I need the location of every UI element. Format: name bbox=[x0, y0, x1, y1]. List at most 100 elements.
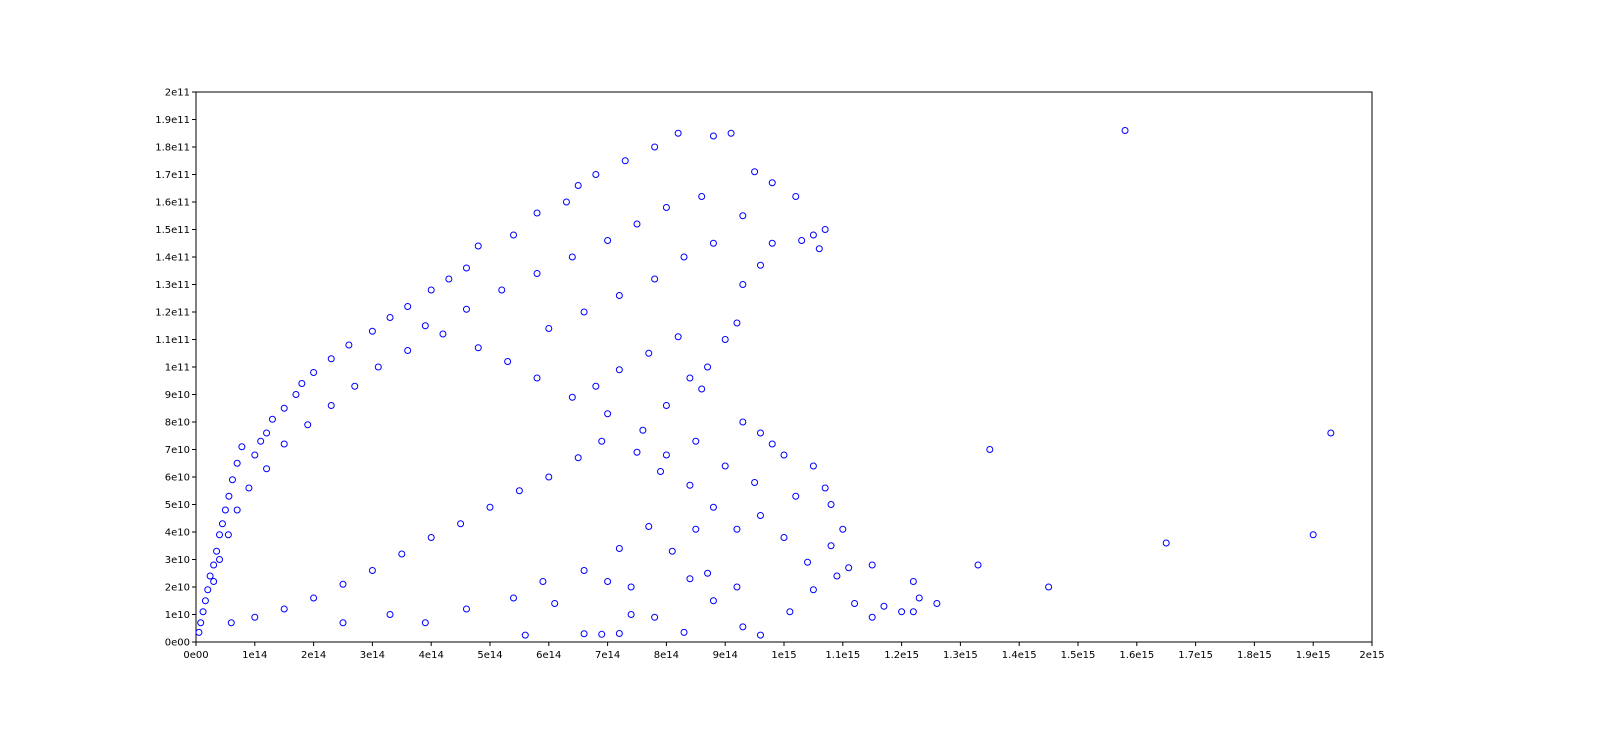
data-point bbox=[462, 305, 470, 313]
data-point bbox=[933, 600, 941, 607]
data-point bbox=[839, 525, 847, 533]
data-point bbox=[709, 132, 717, 140]
y-tick-label: 1e11 bbox=[165, 363, 190, 374]
data-point bbox=[521, 631, 529, 639]
data-point bbox=[733, 319, 741, 327]
y-tick-label: 2e10 bbox=[165, 583, 190, 594]
data-point bbox=[739, 418, 747, 426]
data-point bbox=[909, 578, 917, 585]
data-point bbox=[698, 385, 706, 393]
data-point bbox=[733, 525, 741, 533]
data-point bbox=[462, 605, 470, 613]
data-point bbox=[792, 492, 800, 500]
data-point bbox=[201, 597, 209, 605]
data-point bbox=[633, 220, 641, 228]
x-axis: 0e00 1e14 2e14 3e14 4e14 5e14 6e14 7e14 8e14 9e14… bbox=[183, 642, 1385, 661]
x-tick-label: 2e14 bbox=[301, 650, 326, 661]
data-point bbox=[721, 462, 729, 470]
data-point bbox=[498, 286, 506, 294]
data-point bbox=[686, 575, 694, 583]
x-tick-label: 1.3e15 bbox=[943, 650, 978, 661]
data-point bbox=[780, 451, 788, 459]
data-point bbox=[739, 212, 747, 220]
data-point bbox=[662, 402, 670, 409]
x-tick-label: 1.4e15 bbox=[1002, 650, 1037, 661]
data-point bbox=[680, 253, 688, 261]
data-point bbox=[339, 619, 347, 627]
data-point bbox=[474, 344, 482, 352]
data-point bbox=[633, 448, 641, 456]
data-point bbox=[345, 341, 353, 349]
data-point bbox=[551, 600, 559, 607]
data-point bbox=[225, 492, 233, 500]
data-point bbox=[604, 578, 612, 585]
data-point bbox=[562, 198, 570, 206]
data-point bbox=[821, 484, 829, 492]
data-point bbox=[627, 583, 635, 591]
data-point bbox=[739, 623, 747, 631]
data-point bbox=[368, 567, 376, 574]
data-point bbox=[268, 415, 276, 423]
plot-frame bbox=[195, 91, 1373, 643]
data-point bbox=[195, 628, 203, 636]
data-point bbox=[439, 330, 447, 338]
data-point bbox=[686, 481, 694, 489]
data-point bbox=[821, 226, 829, 233]
data-point bbox=[768, 239, 776, 247]
data-point bbox=[709, 503, 717, 511]
data-point bbox=[504, 358, 512, 365]
data-point bbox=[398, 550, 406, 558]
data-point bbox=[327, 355, 335, 363]
data-point bbox=[251, 451, 259, 459]
data-point bbox=[651, 143, 659, 151]
data-point bbox=[792, 193, 800, 200]
data-point bbox=[221, 506, 229, 514]
data-point bbox=[292, 391, 300, 398]
y-tick-label: 1.6e11 bbox=[155, 198, 190, 209]
y-tick-label: 7e10 bbox=[165, 445, 190, 456]
data-point bbox=[280, 605, 288, 613]
data-point bbox=[709, 239, 717, 247]
data-point bbox=[751, 479, 759, 486]
data-point bbox=[386, 314, 394, 321]
data-point bbox=[545, 473, 553, 481]
data-point bbox=[568, 253, 576, 261]
data-point bbox=[1327, 429, 1335, 437]
x-tick-label: 7e14 bbox=[595, 650, 620, 661]
data-point bbox=[374, 363, 382, 371]
x-tick-label: 1.6e15 bbox=[1119, 650, 1154, 661]
x-tick-label: 1.1e15 bbox=[825, 650, 860, 661]
data-point bbox=[704, 363, 712, 371]
data-point bbox=[206, 572, 214, 580]
data-point bbox=[580, 567, 588, 574]
data-point bbox=[986, 446, 994, 453]
data-point bbox=[574, 454, 582, 462]
data-point bbox=[474, 242, 482, 250]
data-point bbox=[598, 437, 606, 445]
data-points bbox=[195, 127, 1335, 639]
data-point bbox=[756, 512, 764, 519]
data-point bbox=[915, 594, 923, 602]
data-point bbox=[486, 503, 494, 511]
data-point bbox=[351, 382, 359, 390]
data-point bbox=[327, 402, 335, 409]
data-point bbox=[809, 462, 817, 470]
x-tick-label: 1.8e15 bbox=[1237, 650, 1272, 661]
data-point bbox=[592, 171, 600, 178]
data-point bbox=[368, 327, 376, 335]
data-point bbox=[310, 369, 318, 376]
x-tick-label: 1e14 bbox=[242, 650, 267, 661]
y-tick-label: 3e10 bbox=[165, 555, 190, 566]
y-tick-label: 2e11 bbox=[165, 88, 190, 99]
data-point bbox=[645, 523, 653, 530]
data-point bbox=[909, 608, 917, 616]
data-point bbox=[692, 525, 700, 533]
data-point bbox=[721, 336, 729, 343]
data-point bbox=[827, 542, 835, 550]
data-point bbox=[621, 157, 629, 165]
data-point bbox=[1045, 583, 1053, 591]
y-tick-label: 1.3e11 bbox=[155, 280, 190, 291]
data-point bbox=[768, 179, 776, 187]
data-point bbox=[756, 631, 764, 639]
